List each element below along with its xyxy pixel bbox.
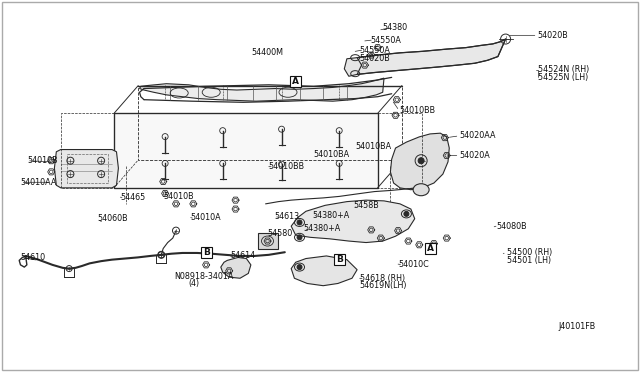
Text: 54613: 54613 [274, 212, 299, 221]
Polygon shape [344, 58, 362, 76]
Text: A: A [427, 244, 433, 253]
Text: 54010BB: 54010BB [399, 106, 435, 115]
Polygon shape [140, 78, 384, 101]
Text: N08918-3401A: N08918-3401A [174, 272, 234, 280]
Text: 54400M: 54400M [251, 48, 283, 57]
Text: 54010BA: 54010BA [314, 150, 349, 159]
Polygon shape [390, 133, 449, 190]
Text: 54619N(LH): 54619N(LH) [360, 281, 407, 290]
Text: 54020AA: 54020AA [460, 131, 496, 140]
Bar [257, 233, 278, 249]
Text: 54010C: 54010C [398, 260, 429, 269]
Text: 54020A: 54020A [460, 151, 490, 160]
Text: 54500 (RH): 54500 (RH) [507, 248, 552, 257]
Text: 54060B: 54060B [97, 214, 128, 223]
Text: 54610: 54610 [20, 253, 45, 262]
Text: B: B [203, 248, 209, 257]
Circle shape [297, 220, 302, 225]
FancyBboxPatch shape [290, 76, 301, 87]
FancyBboxPatch shape [200, 247, 212, 258]
Circle shape [404, 211, 409, 217]
Text: B: B [336, 255, 342, 264]
Polygon shape [291, 256, 357, 286]
Text: 54380+A: 54380+A [303, 224, 340, 233]
Text: 54550A: 54550A [370, 36, 401, 45]
Text: 54080B: 54080B [496, 222, 527, 231]
Circle shape [297, 264, 302, 270]
Text: 54010A: 54010A [191, 213, 221, 222]
Text: 54524N (RH): 54524N (RH) [538, 65, 589, 74]
Text: 54525N (LH): 54525N (LH) [538, 73, 588, 82]
Text: 54550A: 54550A [360, 46, 390, 55]
Polygon shape [114, 113, 378, 188]
Text: 54020B: 54020B [538, 31, 568, 40]
Text: 54618 (RH): 54618 (RH) [360, 274, 405, 283]
Text: 54020B: 54020B [360, 54, 390, 63]
Text: 54380: 54380 [383, 23, 408, 32]
Text: 54380+A: 54380+A [312, 211, 349, 219]
Text: 54501 (LH): 54501 (LH) [507, 256, 551, 265]
Text: A: A [292, 77, 299, 86]
Text: 54465: 54465 [120, 193, 145, 202]
Polygon shape [221, 257, 251, 278]
Text: 54010BB: 54010BB [269, 162, 305, 171]
Text: 54010AA: 54010AA [20, 178, 57, 187]
Circle shape [418, 158, 424, 164]
Text: 54010B: 54010B [163, 192, 194, 201]
Polygon shape [54, 150, 118, 188]
Circle shape [297, 235, 302, 240]
Text: 54010B: 54010B [27, 156, 58, 165]
Polygon shape [291, 200, 415, 243]
Text: 54614: 54614 [230, 251, 255, 260]
FancyBboxPatch shape [333, 254, 345, 265]
Polygon shape [357, 39, 506, 74]
Ellipse shape [413, 184, 429, 196]
Text: J40101FB: J40101FB [558, 322, 595, 331]
Text: 5458B: 5458B [353, 201, 379, 210]
Text: (4): (4) [189, 279, 200, 288]
Text: 54010BA: 54010BA [356, 142, 392, 151]
FancyBboxPatch shape [424, 243, 436, 254]
Text: 54580: 54580 [268, 229, 292, 238]
